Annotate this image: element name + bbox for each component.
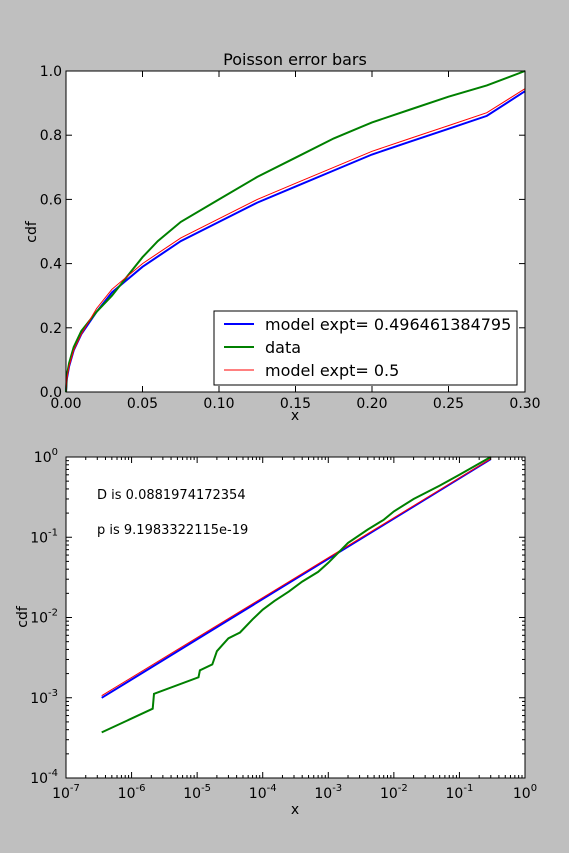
legend-label-data: data — [265, 338, 301, 357]
bottom-series-line-2 — [101, 456, 492, 734]
bottom-x-tick-label: 10-3 — [314, 783, 342, 802]
top-y-tick-label: 0.6 — [40, 192, 62, 208]
bottom-plot-area — [66, 457, 525, 778]
bottom-x-tick-label: 10-5 — [183, 783, 211, 802]
top-chart-title: Poisson error bars — [223, 50, 367, 69]
annotation-p-value: p is 9.1983322115e-19 — [97, 523, 248, 538]
bottom-y-tick-label: 10-3 — [30, 688, 58, 707]
top-series-group — [65, 70, 526, 393]
bottom-y-tick-label: 10-2 — [30, 608, 58, 627]
top-y-axis-label: cdf — [24, 220, 40, 243]
top-y-tick-label: 1.0 — [40, 64, 62, 80]
bottom-y-axis: 10-4 10-3 10-2 10-1 100 — [30, 447, 525, 787]
top-y-tick-label: 0.4 — [40, 257, 62, 273]
bottom-x-tick-label: 10-2 — [380, 783, 408, 802]
legend-box — [213, 310, 518, 386]
bottom-x-tick-label: 100 — [513, 783, 537, 802]
top-x-tick-label: 0.15 — [280, 396, 311, 412]
bottom-x-tick-label: 10-7 — [52, 783, 80, 802]
bottom-x-tick-label: 10-1 — [446, 783, 474, 802]
bottom-y-tick-label: 10-1 — [30, 527, 58, 546]
top-x-tick-label: 0.20 — [356, 396, 387, 412]
legend: model expt= 0.496461384795 data model ex… — [213, 310, 518, 386]
bottom-x-axis-label: x — [291, 802, 299, 818]
top-y-axis: 0.0 0.2 0.4 0.6 0.8 1.0 — [40, 64, 525, 401]
top-y-tick-label: 0.0 — [40, 385, 62, 401]
top-x-tick-label: 0.30 — [509, 396, 540, 412]
top-x-tick-label: 0.00 — [50, 396, 81, 412]
bottom-x-tick-label: 10-6 — [118, 783, 146, 802]
bottom-x-tick-label: 10-4 — [249, 783, 277, 802]
top-x-tick-label: 0.25 — [433, 396, 464, 412]
top-y-tick-label: 0.8 — [40, 128, 62, 144]
bottom-x-axis: 10-7 10-6 10-5 10-4 10-3 10-2 10-1 100 — [52, 457, 537, 802]
legend-label-model-fit: model expt= 0.496461384795 — [265, 315, 511, 334]
bottom-y-tick-label: 10-4 — [30, 768, 58, 787]
bottom-series-line-0 — [101, 458, 492, 699]
top-series-line-2 — [65, 88, 526, 393]
top-x-tick-label: 0.05 — [127, 396, 158, 412]
bottom-y-axis-label: cdf — [15, 605, 31, 628]
bottom-series-line-1 — [101, 458, 491, 697]
annotation-d-statistic: D is 0.0881974172354 — [97, 488, 246, 503]
bottom-series-group — [101, 456, 492, 734]
top-chart: 0.00 0.05 0.10 0.15 0.20 0.25 0.30 0.00.20.40.… — [24, 50, 541, 424]
bottom-y-tick-label: 100 — [34, 447, 58, 466]
top-y-tick-label: 0.2 — [40, 321, 62, 337]
legend-label-model-half: model expt= 0.5 — [265, 361, 399, 380]
bottom-chart: 10-7 10-6 10-5 10-4 10-3 10-2 10-1 100 10-4 10-3… — [15, 447, 537, 818]
top-x-axis: 0.00 0.05 0.10 0.15 0.20 0.25 0.30 — [50, 71, 541, 412]
top-series-line-1 — [65, 70, 526, 393]
top-x-tick-label: 0.10 — [203, 396, 234, 412]
top-x-axis-label: x — [291, 408, 299, 424]
